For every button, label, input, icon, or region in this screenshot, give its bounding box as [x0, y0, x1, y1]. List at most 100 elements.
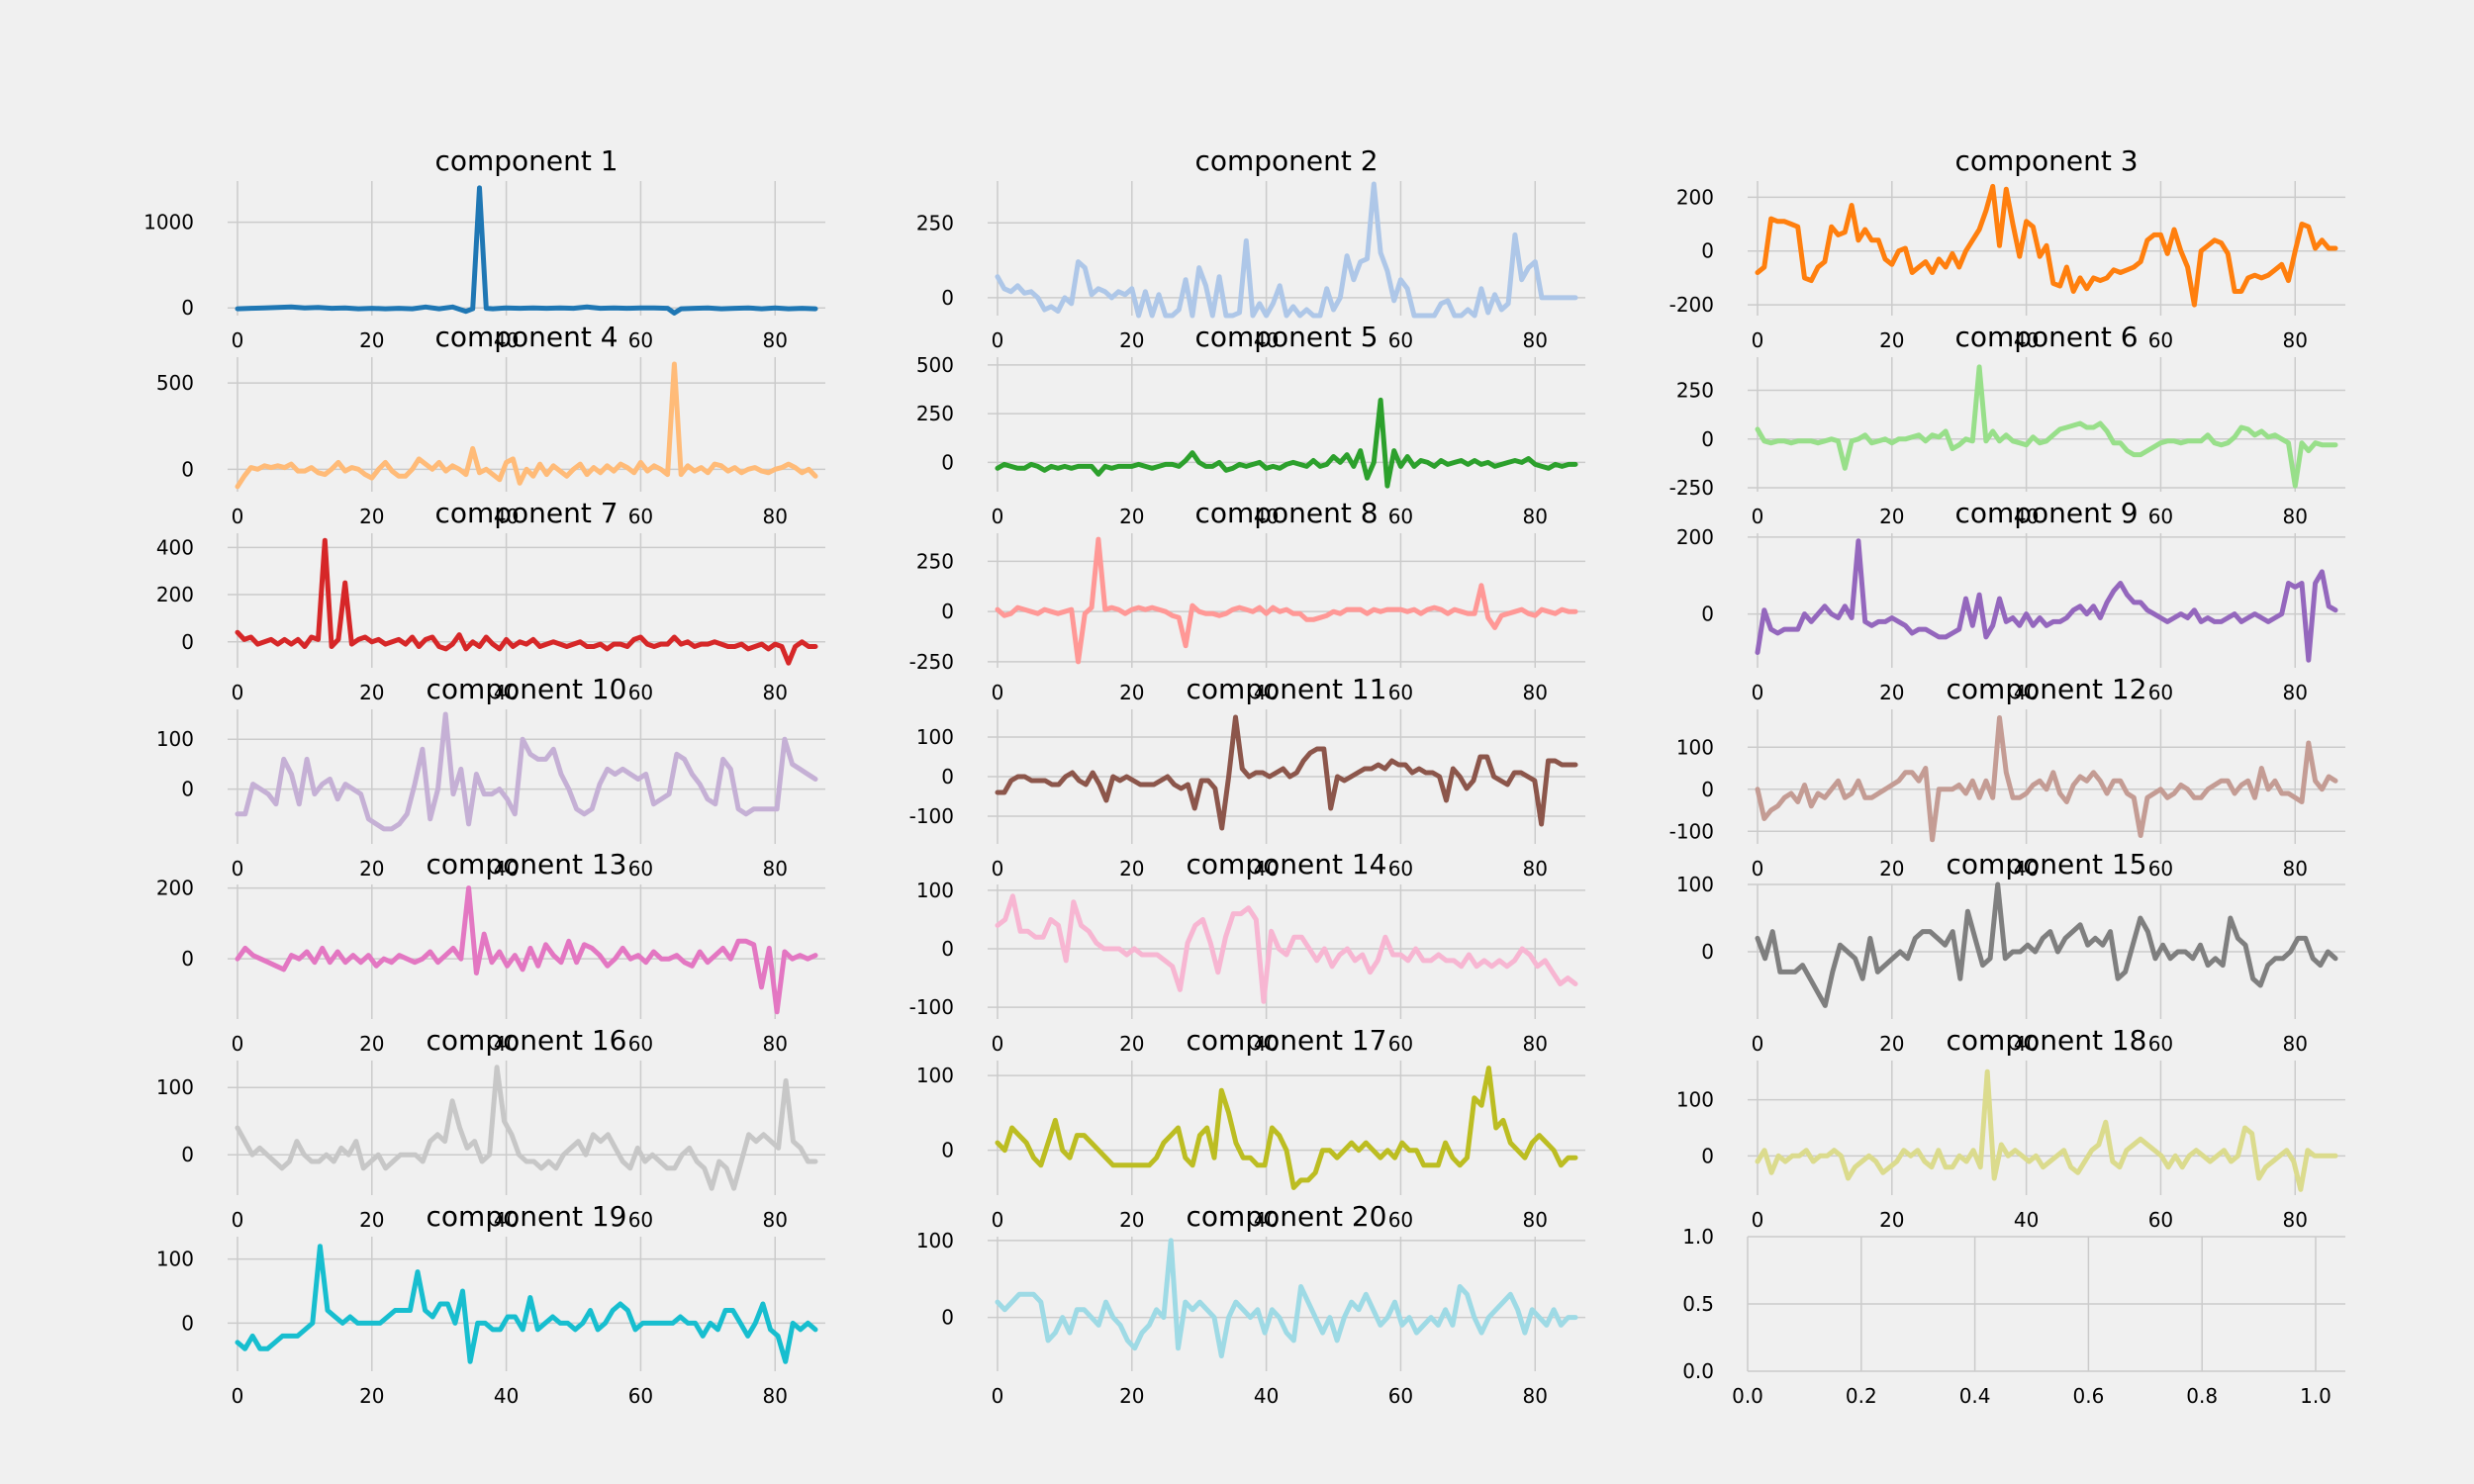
y-tick-label: 0 [1701, 778, 1714, 801]
y-tick-label: 100 [1676, 735, 1714, 759]
subplot-title: component 16 [427, 1024, 627, 1057]
y-tick-label: 400 [156, 535, 194, 559]
x-tick-label: 80 [2283, 1208, 2308, 1232]
x-tick-label: 40 [2014, 857, 2039, 881]
subplot-1: 0 20 40 60 80 0 1000 component 1 [143, 144, 825, 352]
series-line [1755, 364, 2338, 489]
series-line [235, 885, 818, 1015]
x-tick-label: 60 [628, 681, 653, 704]
x-tick-label: 80 [763, 681, 788, 704]
x-tick-label: 20 [1119, 505, 1144, 528]
subplot-17: 0 20 40 60 80 0 100 component 17 [916, 1024, 1585, 1232]
subplot-title: component 15 [1947, 848, 2147, 881]
x-tick-label: 40 [2014, 505, 2039, 528]
subplot-title: component 17 [1187, 1024, 1387, 1057]
x-tick-label: 80 [2283, 857, 2308, 881]
x-tick-label: 0.6 [2072, 1384, 2104, 1408]
x-tick-label: 60 [2148, 328, 2173, 352]
subplot-title: component 9 [1954, 497, 2138, 529]
subplot-title: component 18 [1947, 1024, 2147, 1057]
x-tick-label: 0 [1752, 1208, 1764, 1232]
x-tick-label: 40 [1254, 681, 1279, 704]
x-tick-label: 60 [1388, 328, 1413, 352]
x-tick-label: 60 [1388, 857, 1413, 881]
x-tick-label: 80 [1523, 1208, 1548, 1232]
x-tick-label: 0 [992, 328, 1004, 352]
x-tick-label: 40 [1254, 328, 1279, 352]
subplot-14: 0 20 40 60 80 -100 0 100 component 14 [909, 848, 1585, 1056]
subplot-title: component 20 [1187, 1200, 1387, 1233]
x-tick-label: 80 [763, 1032, 788, 1056]
x-tick-label: 60 [1388, 505, 1413, 528]
subplot-title: component 5 [1194, 321, 1378, 353]
x-tick-label: 20 [359, 505, 384, 528]
y-tick-label: 0 [1701, 239, 1714, 263]
y-tick-label: 0 [1701, 1144, 1714, 1167]
x-tick-label: 20 [359, 857, 384, 881]
subplot-8: 0 20 40 60 80 -250 0 250 component 8 [909, 497, 1585, 704]
y-tick-label: 0.0 [1682, 1359, 1714, 1383]
x-tick-label: 0 [1752, 857, 1764, 881]
y-tick-label: 500 [916, 353, 954, 377]
subplot-title: component 10 [427, 673, 627, 705]
x-tick-label: 80 [763, 1384, 788, 1408]
subplot-title: component 13 [427, 848, 627, 881]
x-tick-label: 0 [1752, 505, 1764, 528]
x-tick-label: 60 [628, 1384, 653, 1408]
series-line [235, 1244, 818, 1364]
y-tick-label: 0 [1701, 940, 1714, 964]
y-tick-label: 0 [181, 296, 194, 320]
subplot-title: component 2 [1194, 144, 1378, 177]
y-tick-label: 0 [181, 1143, 194, 1166]
series-line [995, 1238, 1578, 1358]
y-tick-label: 1000 [143, 211, 194, 234]
x-tick-label: 0 [992, 681, 1004, 704]
series-line [235, 185, 818, 316]
series-line [995, 397, 1578, 489]
series-line [995, 536, 1578, 665]
x-tick-label: 20 [1119, 328, 1144, 352]
series-line [1755, 183, 2338, 308]
x-tick-label: 20 [359, 328, 384, 352]
x-tick-label: 20 [1879, 681, 1904, 704]
subplot-title: component 14 [1187, 848, 1387, 881]
y-tick-label: 1.0 [1682, 1225, 1714, 1249]
y-tick-label: 0 [181, 947, 194, 971]
y-tick-label: 100 [916, 725, 954, 749]
x-tick-label: 80 [2283, 328, 2308, 352]
series-line [235, 537, 818, 666]
x-tick-label: 60 [1388, 1384, 1413, 1408]
subplot-title: component 6 [1954, 321, 2138, 353]
series-line [995, 893, 1578, 1004]
x-tick-label: 40 [494, 857, 519, 881]
y-tick-label: -200 [1669, 293, 1714, 317]
x-tick-label: 0 [232, 1208, 244, 1232]
y-tick-label: 100 [1676, 1088, 1714, 1112]
subplot-4: 0 20 40 60 80 0 500 component 4 [156, 321, 825, 528]
y-tick-label: 0 [941, 600, 954, 623]
x-tick-label: 0 [1752, 1032, 1764, 1056]
series-line [1755, 1068, 2338, 1192]
x-tick-label: 80 [763, 328, 788, 352]
y-tick-label: 0 [181, 1311, 194, 1335]
y-tick-label: 100 [1676, 873, 1714, 896]
x-tick-label: 40 [2014, 1208, 2039, 1232]
x-tick-label: 80 [1523, 505, 1548, 528]
x-tick-label: 20 [1879, 857, 1904, 881]
series-line [995, 714, 1578, 831]
subplot-11: 0 20 40 60 80 -100 0 100 component 11 [909, 673, 1585, 881]
x-tick-label: 0 [232, 328, 244, 352]
x-tick-label: 40 [2014, 328, 2039, 352]
x-tick-label: 60 [2148, 857, 2173, 881]
x-tick-label: 0.8 [2186, 1384, 2218, 1408]
x-tick-label: 60 [2148, 1208, 2173, 1232]
y-tick-label: 500 [156, 371, 194, 395]
x-tick-label: 0 [992, 1208, 1004, 1232]
x-tick-label: 80 [1523, 857, 1548, 881]
x-tick-label: 20 [1119, 1208, 1144, 1232]
x-tick-label: 40 [1254, 1208, 1279, 1232]
x-tick-label: 40 [494, 505, 519, 528]
series-line [235, 361, 818, 490]
